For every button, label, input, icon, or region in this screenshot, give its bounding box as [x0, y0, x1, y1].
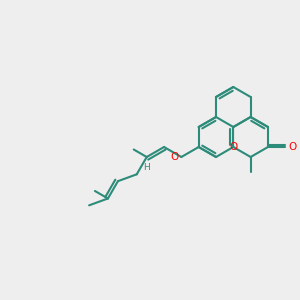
Text: O: O	[288, 142, 296, 152]
Text: O: O	[229, 142, 237, 152]
Text: O: O	[170, 152, 178, 162]
Text: H: H	[143, 163, 150, 172]
